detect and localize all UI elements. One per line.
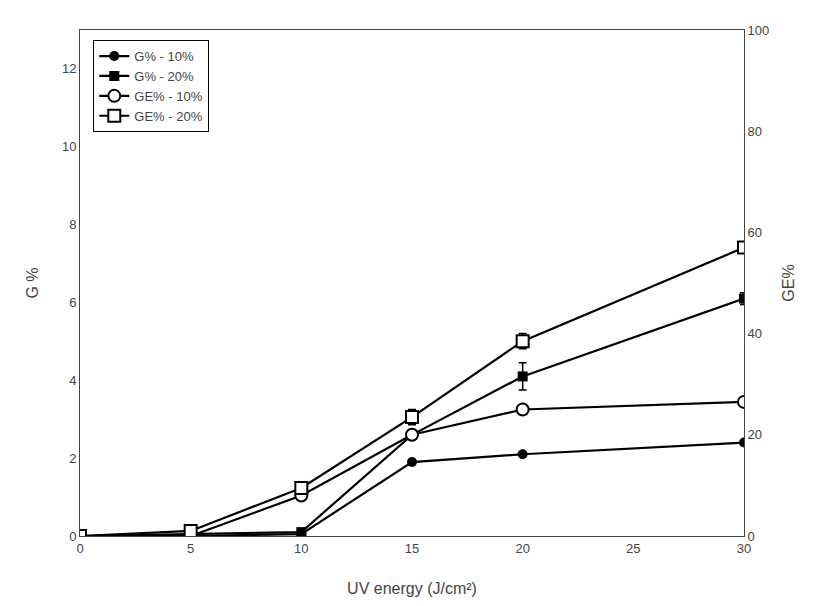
svg-text:20: 20: [748, 427, 762, 442]
svg-text:30: 30: [737, 541, 751, 556]
svg-text:GE%: GE%: [780, 264, 797, 301]
svg-text:20: 20: [515, 541, 529, 556]
svg-text:G% - 20%: G% - 20%: [134, 69, 194, 84]
svg-text:UV energy (J/cm²): UV energy (J/cm²): [347, 580, 477, 597]
svg-text:0: 0: [69, 529, 76, 544]
svg-text:15: 15: [405, 541, 419, 556]
svg-text:60: 60: [748, 225, 762, 240]
svg-text:25: 25: [626, 541, 640, 556]
svg-text:100: 100: [748, 23, 770, 38]
svg-text:40: 40: [748, 326, 762, 341]
svg-text:5: 5: [187, 541, 194, 556]
svg-text:6: 6: [69, 295, 76, 310]
svg-text:G% - 10%: G% - 10%: [134, 49, 194, 64]
svg-text:2: 2: [69, 451, 76, 466]
svg-text:4: 4: [69, 373, 76, 388]
svg-text:G %: G %: [24, 267, 41, 298]
svg-text:GE% - 10%: GE% - 10%: [134, 89, 202, 104]
svg-text:0: 0: [748, 529, 755, 544]
svg-text:8: 8: [69, 217, 76, 232]
svg-text:80: 80: [748, 124, 762, 139]
svg-text:GE% - 20%: GE% - 20%: [134, 109, 202, 124]
svg-text:0: 0: [76, 541, 83, 556]
svg-text:10: 10: [62, 139, 76, 154]
svg-text:10: 10: [294, 541, 308, 556]
svg-text:12: 12: [62, 61, 76, 76]
